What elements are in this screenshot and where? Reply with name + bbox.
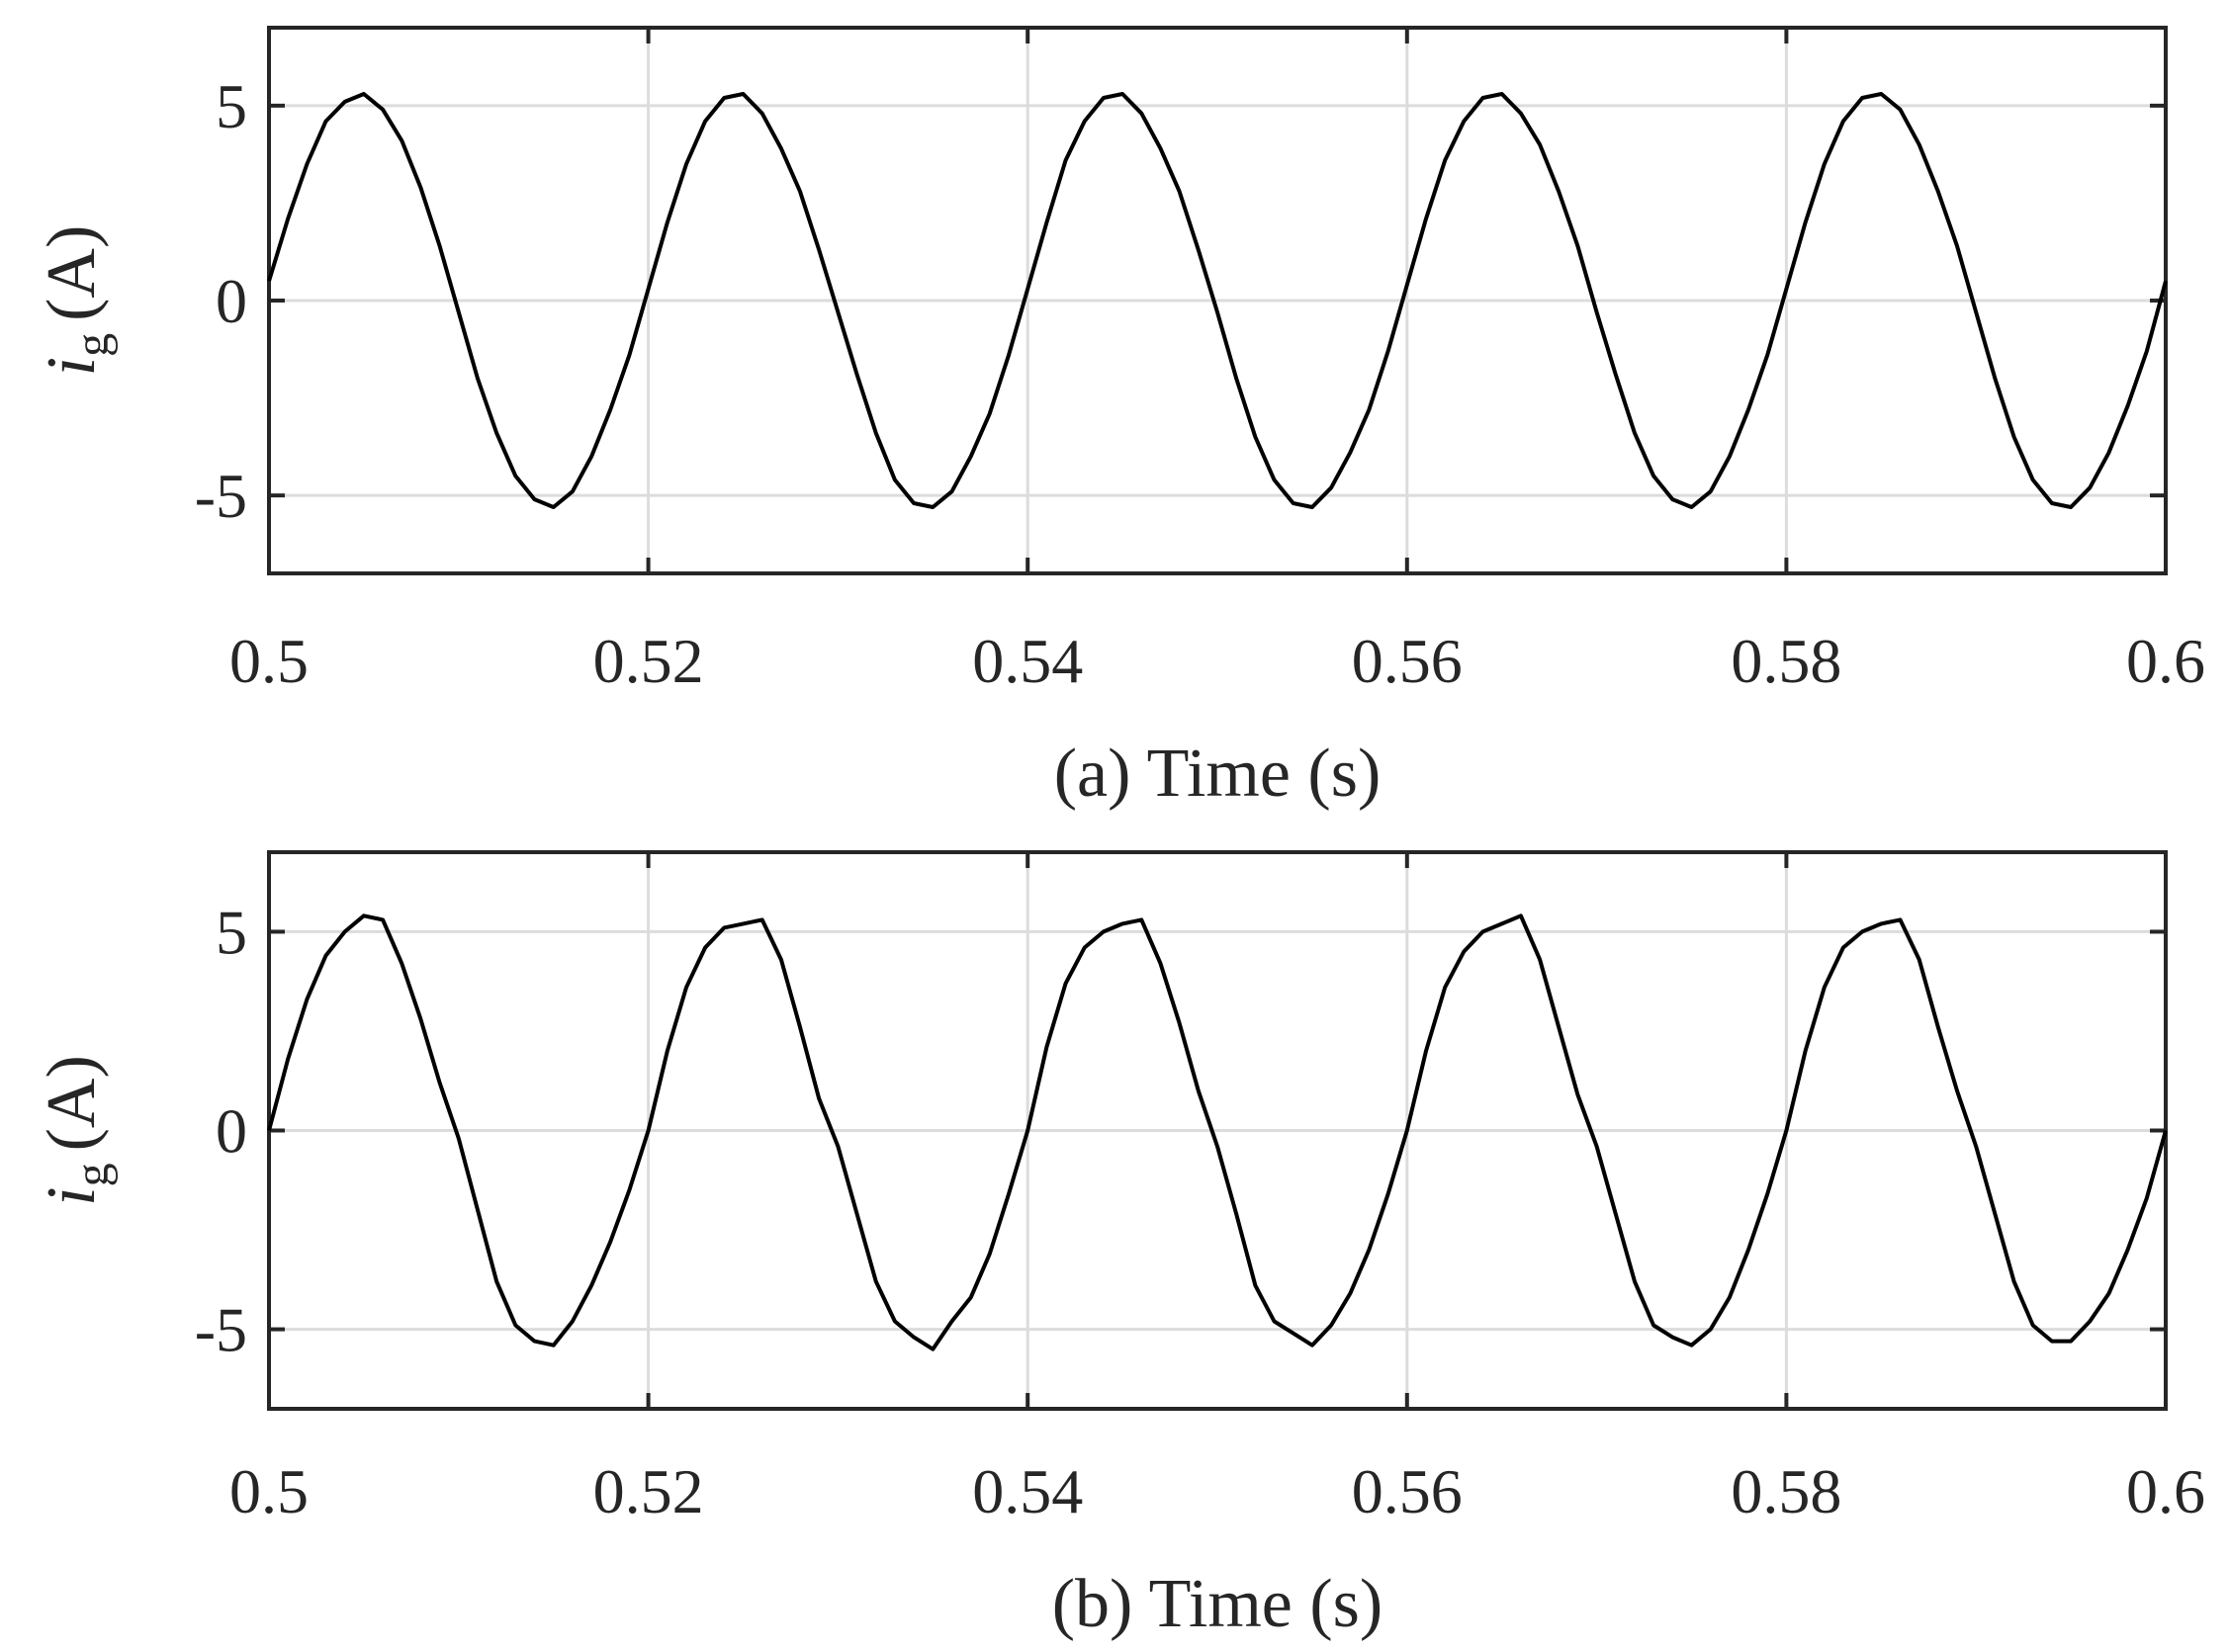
x-tick-label: 0.56 <box>1352 1456 1463 1526</box>
y-tick-label: 0 <box>216 266 247 336</box>
x-tick-label: 0.58 <box>1731 1456 1841 1526</box>
x-tick-label: 0.54 <box>972 626 1083 696</box>
tick-labels: 0.5 0.52 0.54 0.56 0.58 0.6 -5 0 5 <box>195 71 2205 696</box>
series <box>267 913 2168 1351</box>
ticks <box>267 852 2168 1409</box>
series <box>267 92 2168 509</box>
x-axis-label: (b) Time (s) <box>1052 1566 1383 1642</box>
subplot-a: 0.5 0.52 0.54 0.56 0.58 0.6-505 (a) Time (s) … <box>34 26 2205 812</box>
grid <box>267 852 2168 1409</box>
x-axis-label: (a) Time (s) <box>1054 736 1382 812</box>
subplot-b: 0.5 0.52 0.54 0.56 0.58 0.6-505 (b) Time (s) … <box>34 850 2205 1642</box>
x-tick-label: 0.5 <box>229 626 309 696</box>
x-tick-label: 0.6 <box>2126 626 2205 696</box>
series-line <box>267 913 2168 1351</box>
y-axis-label: ig(A) <box>34 225 119 377</box>
x-tick-label: 0.52 <box>593 626 704 696</box>
y-tick-label: -5 <box>195 1295 247 1365</box>
x-tick-label: 0.5 <box>229 1456 309 1526</box>
x-tick-label: 0.52 <box>593 1456 704 1526</box>
y-tick-label: 0 <box>216 1096 247 1167</box>
x-tick-label: 0.58 <box>1731 626 1841 696</box>
series-line <box>267 92 2168 509</box>
x-tick-label: 0.6 <box>2126 1456 2205 1526</box>
y-tick-label: -5 <box>195 461 247 531</box>
grid <box>267 28 2168 573</box>
y-tick-label: 5 <box>216 897 247 967</box>
ticks <box>267 28 2168 573</box>
x-tick-label: 0.54 <box>972 1456 1083 1526</box>
y-axis-label: ig(A) <box>34 1055 119 1206</box>
y-tick-label: 5 <box>216 71 247 141</box>
tick-labels: 0.5 0.52 0.54 0.56 0.58 0.6 -5 0 5 <box>195 897 2205 1526</box>
x-tick-label: 0.56 <box>1352 626 1463 696</box>
